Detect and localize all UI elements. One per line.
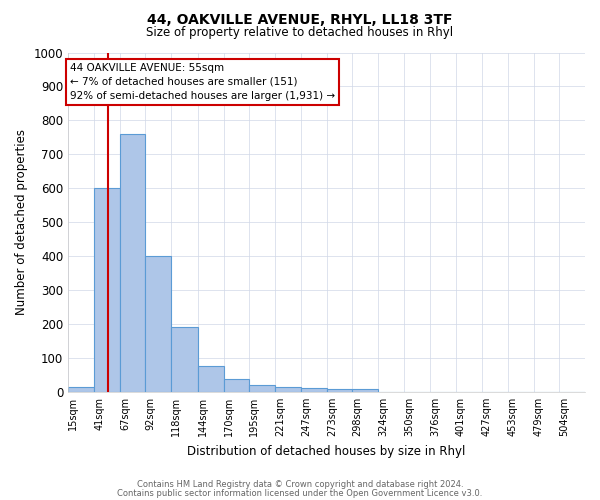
Bar [275, 387, 301, 392]
Bar [172, 328, 197, 392]
X-axis label: Distribution of detached houses by size in Rhyl: Distribution of detached houses by size … [187, 444, 466, 458]
Text: 44 OAKVILLE AVENUE: 55sqm
← 7% of detached houses are smaller (151)
92% of semi-: 44 OAKVILLE AVENUE: 55sqm ← 7% of detach… [70, 62, 335, 100]
Text: Size of property relative to detached houses in Rhyl: Size of property relative to detached ho… [146, 26, 454, 39]
Bar [352, 389, 378, 392]
Bar [224, 379, 249, 392]
Text: Contains public sector information licensed under the Open Government Licence v3: Contains public sector information licen… [118, 488, 482, 498]
Bar [249, 385, 275, 392]
Text: 44, OAKVILLE AVENUE, RHYL, LL18 3TF: 44, OAKVILLE AVENUE, RHYL, LL18 3TF [147, 12, 453, 26]
Text: Contains HM Land Registry data © Crown copyright and database right 2024.: Contains HM Land Registry data © Crown c… [137, 480, 463, 489]
Y-axis label: Number of detached properties: Number of detached properties [15, 129, 28, 315]
Bar [120, 134, 145, 392]
Bar [197, 366, 224, 392]
Bar [68, 387, 94, 392]
Bar [94, 188, 120, 392]
Bar [301, 388, 327, 392]
Bar [327, 388, 352, 392]
Bar [145, 256, 172, 392]
